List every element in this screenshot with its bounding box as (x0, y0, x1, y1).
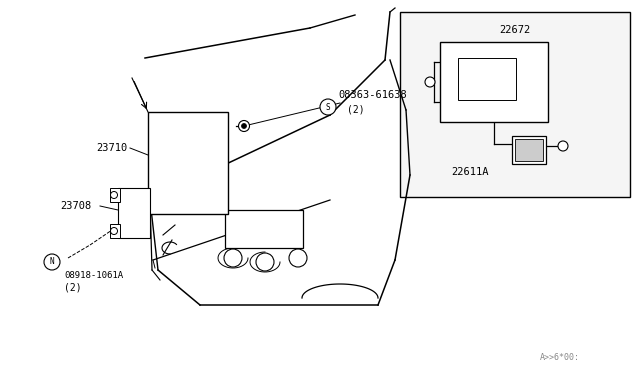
Circle shape (239, 121, 250, 131)
Text: S: S (326, 103, 330, 112)
Text: 23710: 23710 (96, 143, 127, 153)
Bar (148, 112, 228, 214)
Text: 22611A: 22611A (451, 167, 489, 177)
Circle shape (111, 192, 118, 199)
Bar (512, 136, 546, 164)
Circle shape (241, 124, 246, 128)
Bar (110, 188, 120, 202)
Bar (400, 12, 630, 197)
Text: A>>6*00:: A>>6*00: (540, 353, 580, 362)
Circle shape (425, 77, 435, 87)
Bar (515, 139, 543, 161)
Bar (118, 188, 150, 238)
Circle shape (289, 249, 307, 267)
Text: 23708: 23708 (60, 201, 92, 211)
Text: 08363-61638: 08363-61638 (338, 90, 407, 100)
Circle shape (44, 254, 60, 270)
Bar (110, 224, 120, 238)
Circle shape (320, 99, 336, 115)
Circle shape (558, 141, 568, 151)
Bar (458, 58, 516, 100)
Text: 08918-1061A: 08918-1061A (64, 270, 123, 279)
Bar (440, 42, 548, 122)
Text: (2): (2) (64, 283, 82, 293)
Bar (225, 210, 303, 248)
Text: (2): (2) (347, 104, 365, 114)
Circle shape (111, 228, 118, 234)
Circle shape (224, 249, 242, 267)
Text: 22672: 22672 (499, 25, 531, 35)
Text: N: N (50, 257, 54, 266)
Circle shape (256, 253, 274, 271)
